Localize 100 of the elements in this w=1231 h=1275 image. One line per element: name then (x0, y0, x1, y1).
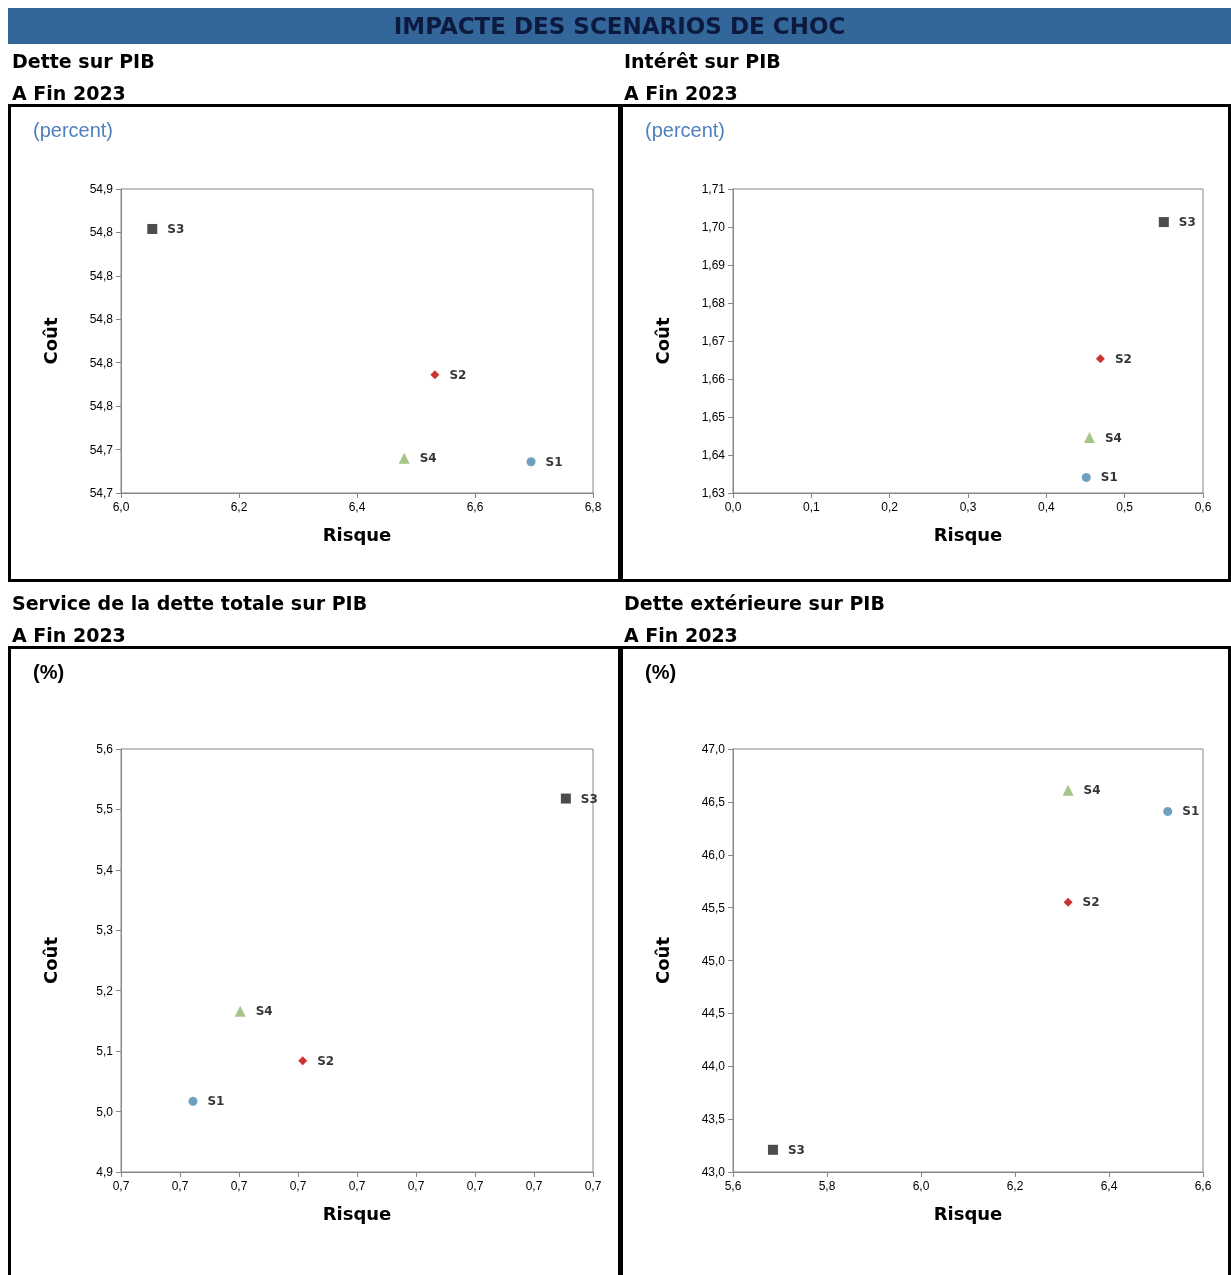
x-tick-label: 0,7 (466, 1179, 484, 1193)
y-tick-label: 5,5 (96, 802, 114, 817)
x-tick-label: 6,6 (466, 500, 484, 514)
x-axis-title: Risque (933, 1202, 1003, 1224)
series-label: S3 (580, 791, 598, 806)
y-tick-label: 43,0 (701, 1165, 726, 1179)
point (188, 1096, 198, 1106)
point (1163, 806, 1173, 816)
y-tick-label: 44,0 (701, 1059, 726, 1074)
y-tick-label: 1,69 (701, 258, 726, 272)
point (147, 223, 158, 234)
series-label: S4 (419, 451, 437, 466)
x-tick-label: 6,2 (230, 500, 248, 514)
x-tick-label: 6,0 (112, 500, 130, 514)
y-axis-title: Coût (39, 317, 61, 365)
series-label: S2 (449, 367, 467, 382)
y-tick-label: 54,8 (89, 355, 114, 370)
y-axis-title: Coût (651, 936, 673, 984)
x-tick-label: 0,7 (348, 1179, 366, 1193)
chart-subtitle: A Fin 2023 (12, 624, 126, 646)
series-label: S1 (1100, 470, 1118, 485)
y-tick-label: 1,67 (701, 334, 726, 348)
series-label: S4 (1104, 430, 1122, 445)
y-tick-label: 47,0 (701, 742, 726, 756)
y-tick-label: 54,8 (89, 268, 114, 283)
series-label: S1 (207, 1094, 225, 1109)
y-axis-title: Coût (39, 936, 61, 984)
chart-subtitle: A Fin 2023 (624, 624, 738, 646)
x-tick-label: 6,2 (1006, 1179, 1024, 1193)
series-label: S2 (1114, 351, 1132, 366)
y-tick-label: 1,68 (701, 296, 726, 310)
series-label: S3 (787, 1142, 805, 1157)
x-tick-label: 6,4 (1100, 1179, 1118, 1193)
x-axis-title: Risque (933, 523, 1003, 545)
chart-title: Dette extérieure sur PIB (624, 592, 885, 614)
y-tick-label: 43,5 (701, 1112, 726, 1127)
x-tick-label: 0,5 (1116, 500, 1134, 514)
x-tick-label: 0,4 (1037, 500, 1055, 514)
y-tick-label: 44,5 (701, 1006, 726, 1021)
text: (%) (33, 661, 65, 684)
x-tick-label: 0,7 (112, 1179, 130, 1193)
series-label: S3 (167, 221, 185, 236)
point (430, 370, 440, 380)
point (1062, 784, 1074, 796)
chart-title: Service de la dette totale sur PIB (12, 592, 368, 614)
y-tick-label: 45,0 (701, 953, 726, 968)
series-label: S1 (545, 454, 563, 469)
x-tick-label: 0,7 (230, 1179, 248, 1193)
x-tick-label: 0,6 (1194, 500, 1212, 514)
series-label: S4 (255, 1004, 273, 1019)
series-label: S4 (1083, 783, 1101, 798)
point (298, 1056, 308, 1066)
y-tick-label: 5,3 (96, 923, 114, 938)
x-tick-label: 0,7 (289, 1179, 307, 1193)
y-tick-label: 4,9 (96, 1165, 114, 1179)
x-tick-label: 0,7 (584, 1179, 602, 1193)
y-tick-label: 1,70 (701, 220, 726, 234)
x-tick-label: 0,0 (724, 500, 742, 514)
y-tick-label: 5,2 (96, 983, 114, 998)
x-tick-label: 0,7 (407, 1179, 425, 1193)
y-tick-label: 5,1 (96, 1044, 114, 1059)
x-tick-label: 6,4 (348, 500, 366, 514)
point (1063, 897, 1073, 907)
y-tick-label: 54,8 (89, 225, 114, 240)
y-tick-label: 5,0 (96, 1104, 114, 1119)
y-tick-label: 1,66 (701, 372, 726, 386)
y-tick-label: 54,8 (89, 399, 114, 414)
x-axis-title: Risque (322, 523, 392, 545)
y-tick-label: 1,71 (701, 182, 726, 196)
x-tick-label: 0,7 (171, 1179, 189, 1193)
x-tick-label: 0,7 (525, 1179, 543, 1193)
text: (%) (645, 661, 677, 684)
y-tick-label: 5,6 (96, 742, 114, 756)
y-tick-label: 1,64 (701, 448, 726, 462)
x-tick-label: 0,2 (881, 500, 899, 514)
text: IMPACTE DES SCENARIOS DE CHOC (8, 8, 1231, 44)
y-tick-label: 46,0 (701, 847, 726, 862)
y-tick-label: 54,9 (89, 182, 114, 196)
x-tick-label: 6,8 (584, 500, 602, 514)
chart-subtitle: A Fin 2023 (624, 82, 738, 104)
point (398, 452, 410, 464)
series-label: S2 (1082, 895, 1100, 910)
x-tick-label: 6,0 (912, 1179, 930, 1193)
point (560, 793, 571, 804)
point (1083, 432, 1095, 444)
y-tick-label: 46,5 (701, 794, 726, 809)
text: (percent) (645, 119, 726, 142)
x-tick-label: 5,6 (724, 1179, 742, 1193)
y-tick-label: 54,7 (89, 442, 114, 457)
x-axis-title: Risque (322, 1202, 392, 1224)
y-tick-label: 54,8 (89, 312, 114, 327)
y-tick-label: 5,4 (96, 862, 114, 877)
point (1158, 217, 1169, 228)
y-tick-label: 54,7 (89, 486, 114, 500)
series-label: S3 (1178, 215, 1196, 230)
point (1095, 354, 1105, 364)
y-tick-label: 1,63 (701, 486, 726, 500)
point (526, 457, 536, 467)
x-tick-label: 5,8 (818, 1179, 836, 1193)
chart-title: Intérêt sur PIB (624, 50, 781, 72)
